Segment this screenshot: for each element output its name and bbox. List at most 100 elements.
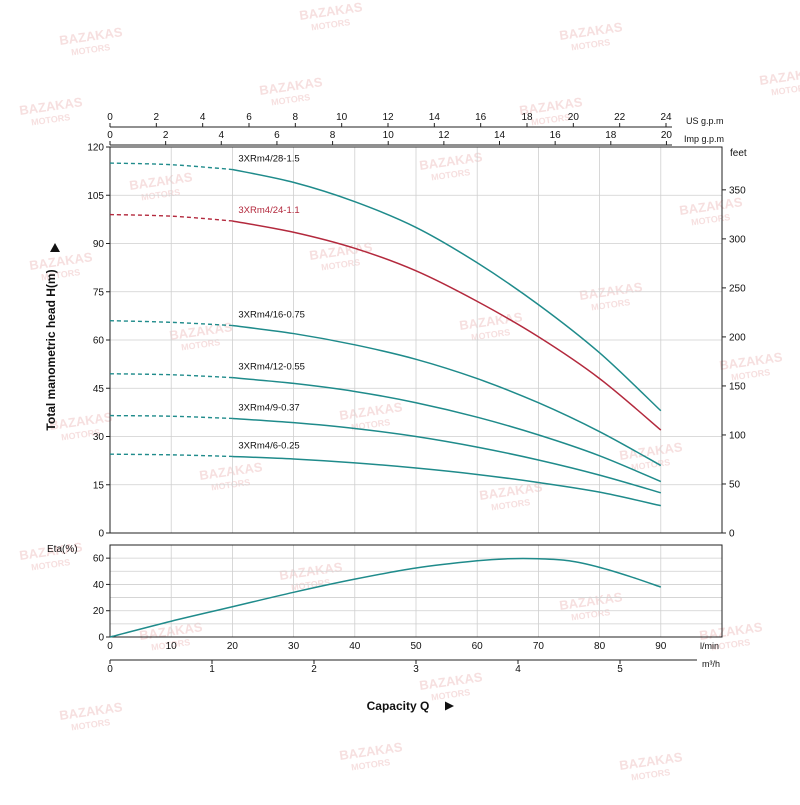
efficiency-plot: 0 20 40 60 Eta(%) 0 10 20 30 40 50 60 70 80 90 l/min 0 1 2… xyxy=(47,544,723,713)
imp-gpm-tick-label: 14 xyxy=(494,130,506,141)
y-tick-label: 90 xyxy=(93,239,105,250)
m3h-tick-label: 5 xyxy=(617,664,623,675)
eta-plot-frame xyxy=(109,544,723,638)
y-tick-label: 15 xyxy=(93,480,105,491)
series-line xyxy=(232,220,662,431)
imp-gpm-tick-label: 16 xyxy=(550,130,562,141)
imp-gpm-tick-label: 2 xyxy=(163,130,169,141)
imp-gpm-tick-label: 12 xyxy=(438,130,450,141)
eta-y-tick-label: 20 xyxy=(93,606,105,617)
y-axis-arrow-icon xyxy=(50,243,60,252)
eta-y-tick-label: 40 xyxy=(93,580,105,591)
x-tick-label-lmin: 50 xyxy=(410,641,422,652)
m3h-tick-label: 4 xyxy=(515,664,521,675)
y-tick-label: 60 xyxy=(93,336,105,347)
series-line xyxy=(232,376,662,483)
series-line-dashed xyxy=(109,414,233,420)
x-tick-label-lmin: 80 xyxy=(594,641,606,652)
y-right-tick-label: 200 xyxy=(729,332,746,343)
imp-gpm-tick-label: 20 xyxy=(661,130,673,141)
main-plot: 0153045607590105120050100150200250300350… xyxy=(44,112,747,540)
y-right-tick-label: 350 xyxy=(729,185,746,196)
x-axis-arrow-icon xyxy=(445,701,454,711)
us-gpm-tick-label: 14 xyxy=(429,112,441,123)
imp-gpm-tick-label: 10 xyxy=(383,130,395,141)
y-right-tick-label: 50 xyxy=(729,479,741,490)
y-right-tick-label: 150 xyxy=(729,381,746,392)
eta-y-tick-label: 60 xyxy=(93,554,105,565)
series-label: 3XRm4/6-0.25 xyxy=(238,440,299,451)
x-unit-m3h: m³/h xyxy=(702,659,720,669)
series-line-dashed xyxy=(109,373,233,379)
y-right-unit-label: feet xyxy=(730,148,747,159)
imp-gpm-tick-label: 0 xyxy=(107,130,113,141)
x-tick-label-lmin: 30 xyxy=(288,641,300,652)
series-label: 3XRm4/28-1.5 xyxy=(238,154,299,165)
x-tick-label-lmin: 0 xyxy=(107,641,113,652)
us-gpm-tick-label: 8 xyxy=(293,112,299,123)
us-gpm-tick-label: 18 xyxy=(521,112,533,123)
us-gpm-tick-label: 12 xyxy=(382,112,394,123)
y-tick-label: 30 xyxy=(93,432,105,443)
m3h-tick-label: 1 xyxy=(209,664,215,675)
series-line xyxy=(232,324,662,467)
series-line xyxy=(232,417,662,494)
m3h-tick-label: 3 xyxy=(413,664,419,675)
imp-gpm-tick-label: 18 xyxy=(605,130,617,141)
us-gpm-tick-label: 6 xyxy=(246,112,252,123)
series-line-dashed xyxy=(109,213,233,222)
x-axis-title: Capacity Q xyxy=(367,699,430,713)
series-label: 3XRm4/9-0.37 xyxy=(238,402,299,413)
x-tick-label-lmin: 90 xyxy=(655,641,667,652)
us-gpm-tick-label: 22 xyxy=(614,112,626,123)
eta-axis-label: Eta(%) xyxy=(47,544,78,555)
us-gpm-tick-label: 24 xyxy=(660,112,672,123)
y-tick-label: 0 xyxy=(98,529,104,540)
x-tick-label-lmin: 20 xyxy=(227,641,239,652)
imp-gpm-unit-label: Imp g.p.m xyxy=(684,134,724,144)
y-tick-label: 75 xyxy=(93,287,105,298)
x-tick-label-lmin: 70 xyxy=(533,641,545,652)
eta-y-tick-label: 0 xyxy=(98,633,104,644)
imp-gpm-tick-label: 4 xyxy=(219,130,225,141)
series-label: 3XRm4/16-0.75 xyxy=(238,310,305,321)
us-gpm-tick-label: 0 xyxy=(107,112,113,123)
y-tick-label: 45 xyxy=(93,384,105,395)
x-tick-label-lmin: 10 xyxy=(166,641,178,652)
series-line xyxy=(232,168,662,412)
x-tick-label-lmin: 60 xyxy=(472,641,484,652)
watermark-text: MOTORS xyxy=(770,82,800,97)
us-gpm-tick-label: 2 xyxy=(154,112,160,123)
series-line-dashed xyxy=(109,320,233,327)
imp-gpm-tick-label: 6 xyxy=(274,130,280,141)
series-label: 3XRm4/24-1.1 xyxy=(238,205,299,216)
us-gpm-unit-label: US g.p.m xyxy=(686,116,724,126)
us-gpm-tick-label: 4 xyxy=(200,112,206,123)
m3h-tick-label: 2 xyxy=(311,664,317,675)
y-tick-label: 120 xyxy=(87,143,104,154)
y-right-tick-label: 300 xyxy=(729,234,746,245)
y-right-tick-label: 250 xyxy=(729,283,746,294)
x-unit-lmin: l/min xyxy=(700,641,719,651)
